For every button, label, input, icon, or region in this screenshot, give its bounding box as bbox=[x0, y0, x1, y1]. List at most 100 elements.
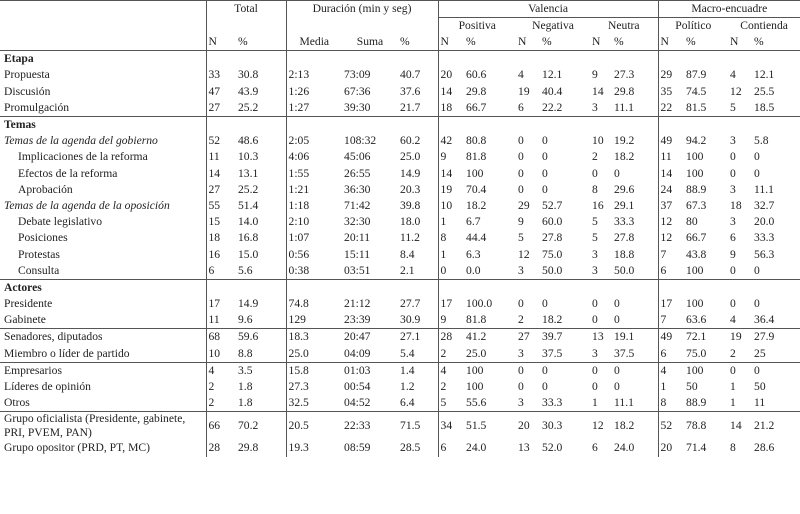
table-cell: 37.5 bbox=[614, 346, 635, 360]
blank bbox=[0, 0, 206, 18]
table-cell: 6.7 bbox=[466, 215, 481, 229]
table-cell: 19.1 bbox=[612, 328, 659, 346]
table-cell: 18.2 bbox=[542, 313, 563, 327]
table-cell: 7 bbox=[657, 246, 685, 263]
column-header: N bbox=[657, 34, 685, 51]
table-cell: 10.3 bbox=[238, 150, 259, 164]
table-cell: 70.4 bbox=[466, 182, 487, 196]
table-cell: 32.7 bbox=[754, 198, 775, 212]
table-cell: 0 bbox=[614, 297, 620, 311]
table-cell: 01:03 bbox=[342, 361, 399, 379]
table-cell: 37.5 bbox=[542, 346, 563, 360]
blank bbox=[342, 278, 399, 296]
table-cell: 71.5 bbox=[398, 411, 439, 441]
blank bbox=[590, 115, 613, 134]
table-cell: 47 bbox=[205, 83, 236, 100]
table-cell: 0 bbox=[754, 150, 760, 164]
blank bbox=[437, 50, 465, 68]
table-cell: 1 bbox=[592, 396, 598, 410]
blank bbox=[464, 115, 517, 134]
table-cell: 0:38 bbox=[285, 262, 343, 280]
blank bbox=[516, 115, 541, 134]
table-cell: 15.0 bbox=[238, 247, 259, 261]
table-cell: 67.3 bbox=[686, 198, 707, 212]
blank bbox=[236, 278, 287, 296]
table-cell: 14.0 bbox=[238, 215, 259, 229]
table-cell: 6.3 bbox=[466, 247, 481, 261]
table-row: Propuesta 33 30.8 2:13 73:09 40.7 20 60.6 4 12.1 9… bbox=[0, 67, 800, 84]
table-cell: 17 bbox=[657, 296, 685, 313]
table-cell: 11 bbox=[657, 149, 685, 166]
table-cell: 11 bbox=[754, 396, 766, 410]
blank bbox=[657, 50, 685, 68]
table-cell: 18 bbox=[205, 230, 236, 247]
table-cell: 75.0 bbox=[542, 247, 563, 261]
table-cell: 14 bbox=[437, 83, 465, 100]
table-cell: 27.9 bbox=[752, 328, 800, 346]
table-cell: 4 bbox=[205, 361, 236, 379]
blank bbox=[205, 278, 236, 296]
table-cell: 3 bbox=[592, 263, 598, 277]
table-cell: 1:55 bbox=[285, 165, 343, 182]
table-cell: 14 bbox=[592, 84, 604, 98]
row-label: Gabinete bbox=[4, 313, 46, 327]
table-cell: 29.8 bbox=[614, 84, 635, 98]
table-cell: 6 bbox=[437, 440, 465, 457]
blank bbox=[684, 50, 729, 68]
table-cell: 27.3 bbox=[614, 68, 635, 82]
table-cell: 5 bbox=[592, 231, 598, 245]
table-cell: 0 bbox=[754, 166, 760, 180]
column-header: % bbox=[542, 35, 552, 49]
blank bbox=[684, 278, 729, 296]
table-cell: 40.7 bbox=[400, 68, 421, 82]
table-cell: 18 bbox=[437, 99, 465, 117]
row-label: Discusión bbox=[4, 84, 51, 98]
table-cell: 8 bbox=[657, 395, 685, 412]
table-cell: 129 bbox=[285, 312, 343, 329]
table-cell: 20.3 bbox=[400, 182, 421, 196]
table-cell: 3 bbox=[592, 100, 598, 114]
blank bbox=[236, 115, 287, 134]
table-cell: 24 bbox=[657, 181, 685, 198]
blank bbox=[398, 115, 439, 134]
table-cell: 3.5 bbox=[236, 361, 287, 379]
table-cell: 5 bbox=[730, 100, 736, 114]
table-cell: 3 bbox=[592, 346, 598, 360]
data-table: Total Duración (min y seg) Valencia Macro-e… bbox=[0, 0, 800, 457]
table-cell: 0 bbox=[754, 297, 760, 311]
table-cell: 6 bbox=[657, 262, 685, 280]
table-cell: 20:11 bbox=[344, 231, 370, 245]
table-cell: 66 bbox=[205, 411, 236, 441]
table-cell: 0 bbox=[542, 297, 548, 311]
table-cell: 22:33 bbox=[342, 411, 399, 441]
table-cell: 41.2 bbox=[464, 328, 517, 346]
subgroup-header: Negativa bbox=[516, 17, 591, 35]
section-title: Actores bbox=[0, 278, 206, 296]
table-cell: 30.3 bbox=[540, 411, 591, 441]
table-cell: 3 bbox=[730, 182, 736, 196]
table-cell: 17 bbox=[437, 296, 465, 313]
row-label: Promulgación bbox=[4, 100, 70, 114]
table-cell: 1 bbox=[437, 214, 465, 231]
table-cell: 19.3 bbox=[285, 440, 343, 457]
blank bbox=[540, 115, 591, 134]
table-cell: 9 bbox=[592, 68, 598, 82]
row-label: Temas de la agenda de la oposición bbox=[4, 198, 170, 212]
table-cell: 51.4 bbox=[238, 198, 259, 212]
table-cell: 1.4 bbox=[398, 361, 439, 379]
table-cell: 32.5 bbox=[285, 395, 343, 412]
table-cell: 12 bbox=[590, 411, 613, 441]
table-cell: 19.2 bbox=[614, 134, 635, 148]
table-cell: 36.4 bbox=[754, 313, 775, 327]
table-cell: 0 bbox=[752, 361, 800, 379]
table-cell: 5.4 bbox=[400, 346, 415, 360]
table-cell: 3 bbox=[730, 134, 736, 148]
table-row: Positiva Negativa Neutra Político Contienda bbox=[0, 17, 800, 35]
table-cell: 100 bbox=[686, 263, 704, 277]
table-cell: 50.0 bbox=[614, 263, 635, 277]
table-row: Temas de la agenda del gobierno 52 48.6 2:0… bbox=[0, 133, 800, 150]
table-cell: 6 bbox=[205, 262, 236, 280]
table-cell: 43.8 bbox=[686, 247, 707, 261]
table-cell: 0 bbox=[730, 150, 736, 164]
table-cell: 33 bbox=[205, 67, 236, 84]
